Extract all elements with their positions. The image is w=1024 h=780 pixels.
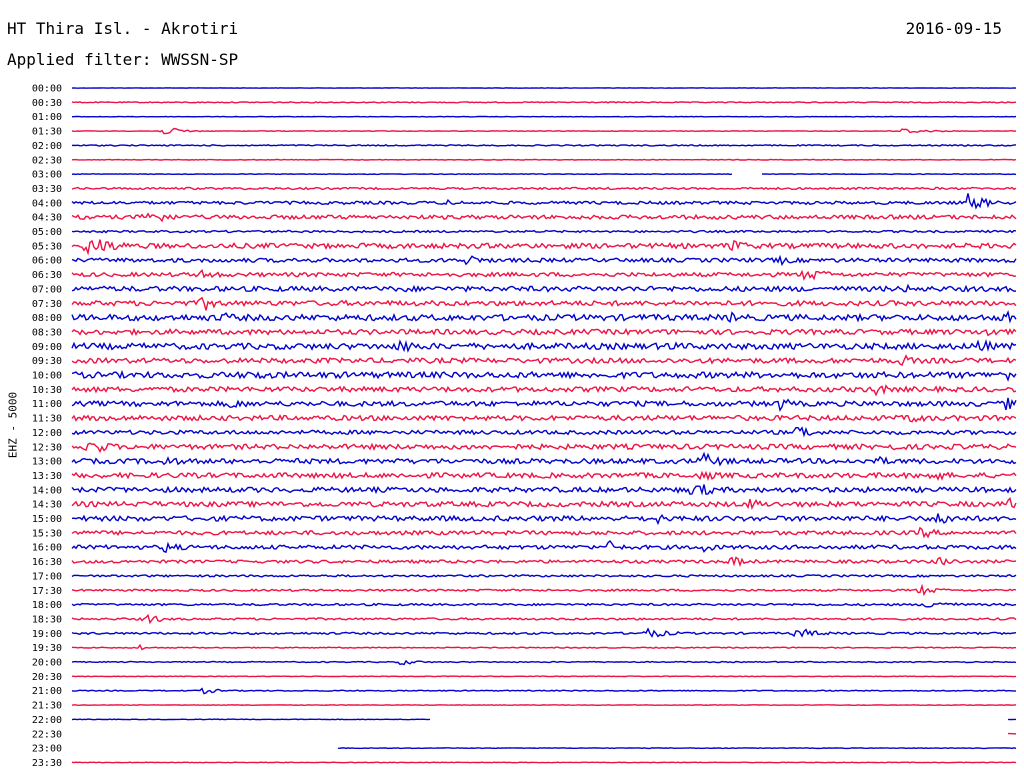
row-time-label: 09:30	[32, 356, 62, 367]
trace-row	[71, 761, 1017, 764]
trace-row	[71, 659, 1017, 666]
trace-row	[71, 144, 1016, 147]
row-time-label: 15:30	[32, 528, 62, 539]
row-time-label: 02:30	[32, 155, 62, 166]
row-time-label: 07:30	[32, 299, 62, 310]
row-time-label: 23:00	[32, 744, 62, 755]
trace-row	[71, 212, 1017, 223]
trace-row	[71, 583, 1017, 597]
trace-row	[71, 397, 1017, 412]
row-time-label: 04:30	[32, 213, 62, 224]
trace-row	[71, 229, 1017, 234]
row-time-label: 00:30	[32, 98, 62, 109]
row-time-label: 05:00	[32, 227, 62, 238]
row-time-label: 12:30	[32, 442, 62, 453]
filter-label: Applied filter: WWSSN-SP	[7, 50, 239, 69]
trace-row	[71, 497, 1017, 511]
record-date: 2016-09-15	[905, 19, 1002, 38]
row-time-label: 08:00	[32, 313, 62, 324]
row-time-label: 19:30	[32, 643, 62, 654]
row-time-label: 13:00	[32, 457, 62, 468]
row-time-label: 14:30	[32, 500, 62, 511]
row-time-label: 16:30	[32, 557, 62, 568]
row-time-label: 17:00	[32, 571, 62, 582]
row-time-label: 03:00	[32, 170, 62, 181]
trace-row	[71, 310, 1017, 324]
trace-row	[71, 173, 1017, 176]
row-time-label: 21:30	[32, 701, 62, 712]
trace-row	[71, 426, 1017, 438]
trace-row	[71, 239, 1017, 256]
trace-row	[71, 101, 1017, 104]
trace-row	[71, 254, 1017, 267]
station-title: HT Thira Isl. - Akrotiri	[7, 19, 239, 38]
trace-row	[71, 127, 1017, 135]
trace-row	[71, 718, 1016, 721]
row-time-label: 03:30	[32, 184, 62, 195]
trace-row	[71, 643, 1016, 651]
row-time-label: 09:00	[32, 342, 62, 353]
trace-row	[71, 369, 1017, 382]
row-time-label: 01:30	[32, 127, 62, 138]
row-time-label: 12:00	[32, 428, 62, 439]
row-time-label: 11:00	[32, 399, 62, 410]
trace-row	[71, 384, 1017, 397]
row-time-label: 14:00	[32, 485, 62, 496]
row-time-label: 02:00	[32, 141, 62, 152]
row-time-label: 17:30	[32, 586, 62, 597]
trace-row	[71, 283, 1017, 294]
row-time-label: 00:00	[32, 84, 62, 95]
trace-row	[71, 470, 1017, 482]
trace-row	[71, 193, 1017, 210]
row-time-label: 20:00	[32, 658, 62, 669]
trace-row	[71, 338, 1017, 353]
trace-row	[71, 687, 1017, 695]
row-time-label: 22:30	[32, 729, 62, 740]
row-labels: 00:00 00:30 01:00 01:30 02:00 02:30 03:00 03:30…	[32, 84, 62, 769]
trace-row	[71, 442, 1017, 454]
trace-row	[71, 513, 1017, 526]
row-time-label: 21:00	[32, 686, 62, 697]
trace-row	[71, 354, 1017, 366]
row-time-label: 10:30	[32, 385, 62, 396]
trace-row	[71, 627, 1017, 638]
trace-row	[71, 327, 1017, 337]
row-time-label: 22:00	[32, 715, 62, 726]
trace-row	[71, 675, 1017, 678]
row-time-label: 07:00	[32, 284, 62, 295]
row-time-label: 08:30	[32, 327, 62, 338]
row-time-label: 18:00	[32, 600, 62, 611]
trace-row	[71, 526, 1017, 539]
row-time-label: 10:00	[32, 371, 62, 382]
row-time-label: 06:00	[32, 256, 62, 267]
trace-row	[71, 186, 1017, 191]
trace-row	[71, 574, 1017, 578]
trace-row	[71, 484, 1017, 496]
row-time-label: 11:30	[32, 414, 62, 425]
traces	[71, 87, 1017, 764]
row-time-label: 18:30	[32, 614, 62, 625]
trace-row	[71, 268, 1017, 281]
trace-row	[71, 556, 1017, 568]
row-time-label: 05:30	[32, 241, 62, 252]
trace-row	[337, 747, 1017, 750]
trace-row	[71, 613, 1017, 625]
trace-row	[71, 451, 1017, 467]
row-time-label: 13:30	[32, 471, 62, 482]
row-time-label: 06:30	[32, 270, 62, 281]
row-time-label: 19:00	[32, 629, 62, 640]
trace-row	[71, 296, 1017, 311]
row-time-label: 23:30	[32, 758, 62, 769]
trace-row	[71, 414, 1017, 423]
row-time-label: 01:00	[32, 112, 62, 123]
row-time-label: 20:30	[32, 672, 62, 683]
trace-row	[71, 158, 1017, 161]
trace-row	[71, 602, 1017, 608]
row-time-label: 04:00	[32, 198, 62, 209]
trace-row	[71, 704, 1016, 707]
trace-row	[71, 539, 1017, 553]
row-time-label: 16:00	[32, 543, 62, 554]
row-time-label: 15:00	[32, 514, 62, 525]
